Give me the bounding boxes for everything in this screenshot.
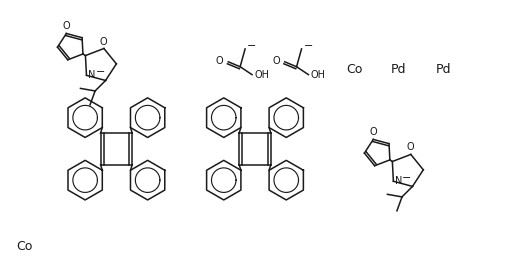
Text: O: O	[99, 37, 107, 47]
Text: O: O	[370, 128, 377, 138]
Text: −: −	[247, 41, 257, 51]
Text: Co: Co	[346, 63, 362, 76]
Text: −: −	[402, 173, 412, 183]
Text: O: O	[406, 143, 414, 152]
Text: N: N	[395, 176, 403, 186]
Text: OH: OH	[310, 70, 325, 80]
Text: O: O	[216, 56, 223, 66]
Text: Pd: Pd	[391, 63, 406, 76]
Text: −: −	[95, 67, 105, 77]
Text: O: O	[272, 56, 280, 66]
Text: N: N	[89, 70, 96, 80]
Text: Pd: Pd	[435, 63, 451, 76]
Text: OH: OH	[254, 70, 269, 80]
Text: O: O	[63, 21, 70, 32]
Text: −: −	[303, 41, 313, 51]
Text: Co: Co	[16, 240, 33, 253]
